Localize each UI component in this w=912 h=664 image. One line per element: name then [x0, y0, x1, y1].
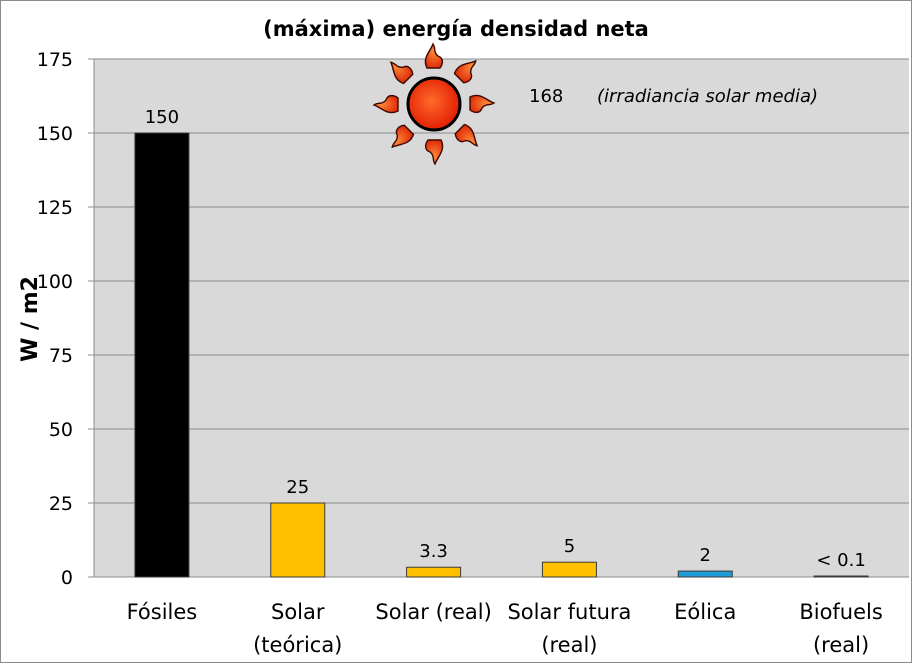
bar: [677, 570, 733, 578]
bars: [134, 132, 869, 578]
category-label: Solar futura: [507, 600, 631, 624]
y-tick-label: 0: [61, 567, 73, 589]
bar: [541, 561, 597, 578]
category-label: Fósiles: [127, 600, 198, 624]
irradiance-note: (irradiancia solar media): [597, 86, 818, 107]
bar: [406, 566, 462, 578]
sun-ray: [469, 94, 496, 114]
value-label: 5: [564, 536, 575, 557]
category-label: (real): [813, 633, 869, 657]
category-labels: Fósiles Solar (teórica) Solar (real) Solar f…: [127, 600, 883, 657]
bar: [134, 132, 190, 578]
value-label: 2: [700, 545, 711, 566]
y-axis-label: W / m2: [18, 276, 43, 362]
value-label: 25: [286, 477, 309, 498]
y-axis-ticks: 0 25 50 75 100 125 150 175: [37, 49, 94, 589]
value-label: 150: [145, 107, 179, 128]
sun-ray: [372, 94, 399, 114]
bar: [270, 502, 326, 578]
bar: [813, 575, 869, 578]
sun-ray: [389, 61, 414, 85]
category-label: Solar: [271, 600, 325, 624]
sun-ray: [424, 42, 444, 69]
category-label: Solar (real): [375, 600, 491, 624]
value-label: < 0.1: [816, 550, 865, 571]
y-tick-label: 50: [49, 419, 73, 441]
value-label: 3.3: [419, 541, 448, 562]
gridlines: [93, 58, 909, 578]
plot-area: [94, 59, 909, 577]
y-tick-label: 175: [37, 49, 73, 71]
y-tick-label: 150: [37, 123, 73, 145]
category-label: (teórica): [253, 633, 342, 657]
y-tick-label: 75: [49, 345, 73, 367]
category-label: (real): [541, 633, 597, 657]
category-label: Biofuels: [799, 600, 883, 624]
value-labels: 150 25 3.3 5 2 < 0.1: [145, 107, 866, 571]
y-tick-label: 25: [49, 493, 73, 515]
irradiance-value: 168: [529, 86, 563, 107]
y-tick-label: 100: [37, 271, 73, 293]
sun-ray: [424, 139, 444, 166]
sun-ray: [454, 123, 479, 147]
chart-title: (máxima) energía densidad neta: [263, 17, 649, 41]
sun-disc: [406, 76, 462, 132]
sun-icon: [372, 42, 496, 166]
sun-ray: [391, 124, 415, 149]
category-label: Eólica: [674, 600, 736, 624]
y-tick-label: 125: [37, 197, 73, 219]
sun-ray: [453, 59, 477, 84]
